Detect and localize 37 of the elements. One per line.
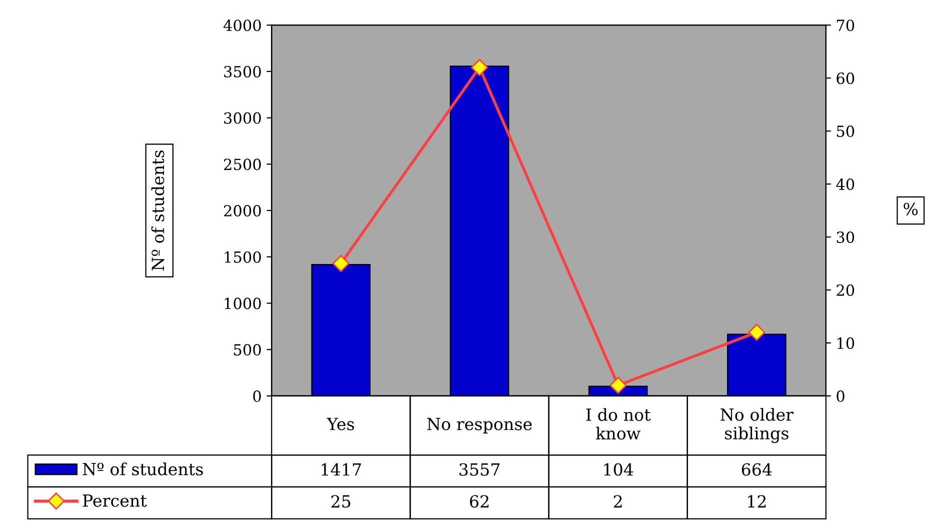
y-tick-label: 3000 <box>224 112 261 124</box>
point <box>332 254 350 272</box>
data-label: 62 <box>470 495 488 508</box>
y2-axis-title: % <box>904 202 918 216</box>
x-tick-label: No response <box>427 418 532 434</box>
x-tick-label: I do not know <box>586 408 651 440</box>
x-tick-label: Yes <box>326 418 354 430</box>
y-tick-label: 3500 <box>224 66 261 78</box>
y2-tick-label: 50 <box>836 126 854 138</box>
y2-tick-label: 60 <box>836 72 854 84</box>
legend-label: Percent <box>82 494 147 507</box>
data-label: 664 <box>742 463 772 476</box>
y2-tick-label: 20 <box>836 284 854 296</box>
y-tick-label: 1500 <box>224 251 261 263</box>
y2-tick-label: 40 <box>836 178 854 190</box>
data-label: 104 <box>604 463 634 476</box>
data-label: 3557 <box>460 463 500 476</box>
y2-tick-label: 70 <box>836 20 854 32</box>
y2-tick-label: 0 <box>836 390 844 402</box>
data-label: 2 <box>614 495 622 508</box>
point <box>748 324 766 341</box>
y2-tick-label: 30 <box>836 231 854 244</box>
y-tick-label: 0 <box>253 390 261 402</box>
y-tick-label: 2000 <box>224 204 261 217</box>
y2-tick-label: 10 <box>838 337 854 349</box>
y-tick-label: 1000 <box>224 298 261 310</box>
data-label: 25 <box>331 495 350 508</box>
data-label: 1417 <box>322 463 361 476</box>
y-tick-label: 4000 <box>223 20 261 32</box>
point <box>610 376 627 394</box>
x-tick-label: No older siblings <box>720 408 794 443</box>
y-tick-label: 500 <box>234 344 261 356</box>
y-tick-label: 2500 <box>224 158 261 170</box>
legend-label: Nº of students <box>82 462 203 476</box>
data-label: 12 <box>748 495 766 508</box>
y-axis-title: Nº of students <box>151 150 164 271</box>
point <box>470 58 488 76</box>
